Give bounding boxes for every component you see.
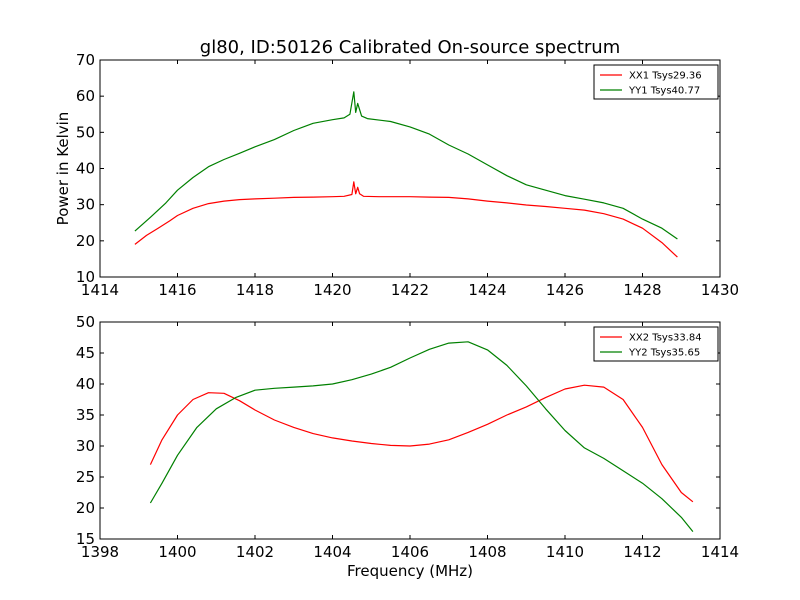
y-tick-label: 25 — [76, 468, 95, 486]
legend-label: YY2 Tsys35.65 — [628, 348, 700, 359]
x-tick-label: 1412 — [623, 543, 661, 561]
y-tick-label: 30 — [76, 437, 95, 455]
y-tick-label: 40 — [76, 160, 95, 178]
series-line-yy1 — [134, 91, 678, 240]
y-tick-label: 30 — [76, 196, 95, 214]
top-plot: 1414 1416 1418 1420 1422 1424 1426 1428 1430 10 20… — [54, 51, 739, 299]
x-tick-label: 1406 — [391, 543, 429, 561]
x-tick-label: 1404 — [313, 543, 351, 561]
x-tick-label: 1430 — [701, 281, 739, 299]
x-tick-label: 1400 — [158, 543, 196, 561]
y-tick-label: 10 — [76, 268, 95, 286]
legend-label: YY1 Tsys40.77 — [628, 86, 700, 97]
legend-box — [593, 326, 719, 362]
y-tick-label: 60 — [76, 87, 95, 105]
x-tick-label: 1414 — [81, 281, 119, 299]
x-tick-label: 1422 — [391, 281, 429, 299]
x-tick-label: 1414 — [701, 543, 739, 561]
x-tick-label: 1428 — [623, 281, 661, 299]
y-tick-label: 50 — [76, 123, 95, 141]
legend-label: XX2 Tsys33.84 — [629, 333, 702, 344]
x-tick-label: 1410 — [546, 543, 584, 561]
x-tick-label: 1402 — [236, 543, 274, 561]
y-tick-label: 40 — [76, 375, 95, 393]
x-tick-label: 1420 — [313, 281, 351, 299]
y-tick-label: 70 — [76, 51, 95, 69]
y-tick-label: 35 — [76, 406, 95, 424]
series-line-yy2 — [149, 341, 694, 532]
x-tick-label: 1418 — [236, 281, 274, 299]
legend-label: XX1 Tsys29.36 — [629, 71, 702, 82]
legend: XX2 Tsys33.84 YY2 Tsys35.65 — [593, 326, 719, 362]
chart-title: gl80, ID:50126 Calibrated On-source spec… — [200, 37, 620, 58]
x-tick-label: 1398 — [81, 543, 119, 561]
y-tick-label: 20 — [76, 499, 95, 517]
series-line-xx2 — [149, 384, 694, 503]
y-tick-label: 15 — [76, 530, 95, 548]
legend-box — [593, 64, 719, 100]
series-line-xx1 — [134, 181, 678, 258]
x-tick-label: 1408 — [468, 543, 506, 561]
x-tick-label: 1416 — [158, 281, 196, 299]
x-axis-label: Frequency (MHz) — [347, 562, 473, 580]
y-axis-label: Power in Kelvin — [54, 112, 72, 226]
x-tick-label: 1424 — [468, 281, 506, 299]
legend: XX1 Tsys29.36 YY1 Tsys40.77 — [593, 64, 719, 100]
x-tick-label: 1426 — [546, 281, 584, 299]
y-tick-label: 20 — [76, 232, 95, 250]
y-tick-label: 45 — [76, 344, 95, 362]
bottom-plot: 1398 1400 1402 1404 1406 1408 1410 1412 1414 15 20… — [76, 313, 739, 580]
y-tick-label: 50 — [76, 313, 95, 331]
